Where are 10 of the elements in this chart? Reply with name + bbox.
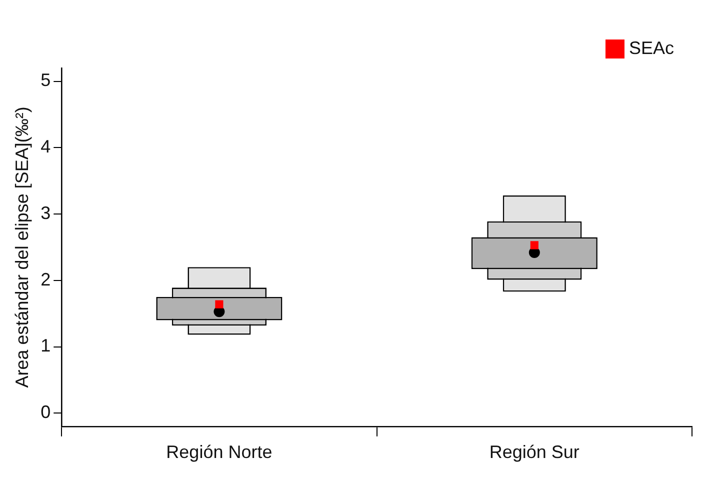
y-axis-title: Area estándar del elipse [SEA](‰²) <box>12 106 32 388</box>
y-tick-label: 2 <box>40 269 51 290</box>
y-tick-label: 4 <box>40 136 51 157</box>
x-tick-label: Región Sur <box>489 442 580 462</box>
y-tick-label: 3 <box>40 202 51 223</box>
y-tick-label: 0 <box>40 402 51 422</box>
y-tick-label: 5 <box>40 70 51 90</box>
x-tick-label: Región Norte <box>166 442 272 462</box>
y-tick-label: 1 <box>40 336 51 356</box>
legend-label: SEAc <box>628 38 674 58</box>
